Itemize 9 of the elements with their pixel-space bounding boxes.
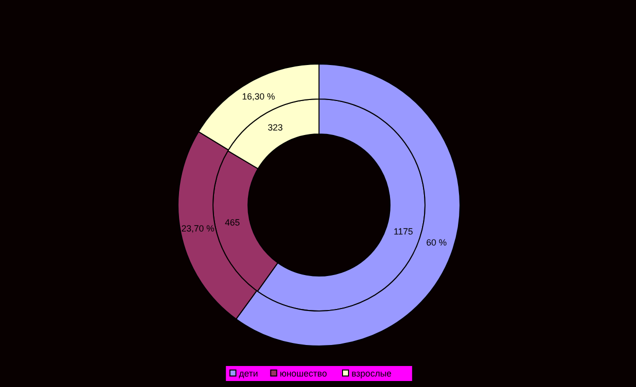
data-label: 323: [268, 122, 283, 132]
legend-label: взрослые: [352, 368, 392, 378]
data-label: 16,30 %: [242, 92, 275, 102]
data-label: 23,70 %: [181, 224, 214, 234]
legend-label: дети: [238, 368, 258, 378]
data-label: 1175: [394, 226, 413, 236]
data-label: 60 %: [426, 238, 447, 248]
legend-label: юношество: [280, 368, 327, 378]
data-label: 465: [224, 218, 240, 228]
